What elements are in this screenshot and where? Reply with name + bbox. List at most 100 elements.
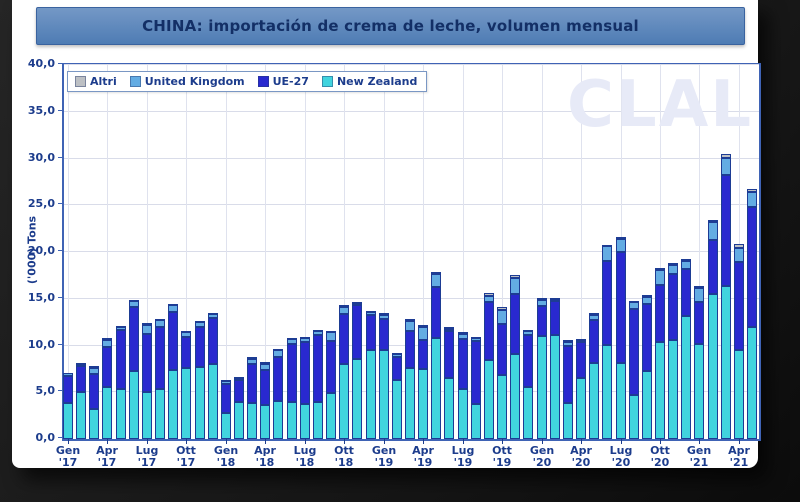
bar-segment-altri <box>116 326 126 328</box>
bar-segment-ue-27 <box>168 312 178 370</box>
legend-item-united-kingdom: United Kingdom <box>129 75 245 88</box>
bar-segment-ue-27 <box>721 175 731 286</box>
bar-segment-united-kingdom <box>734 248 744 262</box>
bar-segment-altri <box>458 332 468 334</box>
bar-segment-ue-27 <box>260 370 270 405</box>
bar-segment-new-zealand <box>694 344 704 439</box>
v-gridline <box>502 65 503 439</box>
legend-item-altri: Altri <box>75 75 117 88</box>
bar-segment-ue-27 <box>366 315 376 350</box>
bar-segment-united-kingdom <box>655 270 665 285</box>
x-axis-tick <box>621 439 622 444</box>
bar-segment-united-kingdom <box>247 359 257 364</box>
bar-segment-new-zealand <box>181 368 191 439</box>
y-axis-label: 20,0 <box>27 244 55 257</box>
x-axis-label: Lug '19 <box>451 444 475 469</box>
bar-segment-united-kingdom <box>629 302 639 309</box>
bar-segment-ue-27 <box>497 324 507 375</box>
bar-segment-altri <box>89 366 99 368</box>
y-axis-label: 40,0 <box>27 57 55 70</box>
y-axis-tick <box>58 157 63 158</box>
bar-segment-altri <box>655 268 665 270</box>
bar-segment-united-kingdom <box>102 340 112 347</box>
bar-segment-new-zealand <box>247 403 257 439</box>
y-axis-tick <box>58 390 63 391</box>
x-axis-tick <box>226 439 227 444</box>
v-gridline <box>423 65 424 439</box>
y-axis-tick <box>58 110 63 111</box>
x-axis-label: Ott '20 <box>650 444 670 469</box>
bar-segment-ue-27 <box>629 309 639 395</box>
legend-swatch-icon <box>75 76 86 87</box>
bar-segment-ue-27 <box>405 331 415 368</box>
v-gridline <box>305 65 306 439</box>
bar-segment-ue-27 <box>300 342 310 404</box>
bar-segment-altri <box>142 323 152 325</box>
x-axis-label: Apr '17 <box>96 444 118 469</box>
v-gridline <box>186 65 187 439</box>
bar-segment-new-zealand <box>155 389 165 439</box>
bar-segment-new-zealand <box>418 369 428 439</box>
legend-item-new-zealand: New Zealand <box>321 75 417 88</box>
x-axis-tick <box>463 439 464 444</box>
bar-segment-united-kingdom <box>168 305 178 312</box>
x-axis-tick <box>186 439 187 444</box>
bar-segment-altri <box>260 362 270 364</box>
y-axis-tick <box>58 437 63 438</box>
bar-segment-ue-27 <box>589 320 599 363</box>
bar-segment-new-zealand <box>668 340 678 439</box>
bar-segment-ue-27 <box>234 380 244 402</box>
bar-segment-ue-27 <box>444 331 454 378</box>
bar-segment-ue-27 <box>195 327 205 367</box>
v-gridline <box>107 65 108 439</box>
y-axis-tick <box>58 63 63 64</box>
bar-segment-new-zealand <box>537 336 547 439</box>
chart-title: CHINA: importación de crema de leche, vo… <box>142 17 639 35</box>
bar-segment-altri <box>668 263 678 265</box>
h-gridline <box>64 111 759 112</box>
bar-segment-altri <box>234 377 244 379</box>
bar-segment-altri <box>550 298 560 300</box>
x-axis-tick <box>305 439 306 444</box>
bar-segment-altri <box>326 331 336 333</box>
bar-segment-altri <box>102 338 112 340</box>
bar-segment-altri <box>352 302 362 304</box>
bar-segment-altri <box>313 330 323 332</box>
bar-segment-altri <box>418 325 428 327</box>
bar-segment-ue-27 <box>602 261 612 345</box>
bar-segment-new-zealand <box>681 316 691 439</box>
v-gridline <box>384 65 385 439</box>
x-axis-tick <box>581 439 582 444</box>
bar-segment-united-kingdom <box>431 274 441 287</box>
bar-segment-ue-27 <box>339 314 349 364</box>
bar-segment-ue-27 <box>142 334 152 392</box>
bar-segment-altri <box>681 259 691 261</box>
bar-segment-ue-27 <box>155 327 165 389</box>
y-axis-label: 10,0 <box>27 338 55 351</box>
bar-segment-altri <box>497 307 507 310</box>
bar-segment-united-kingdom <box>747 192 757 207</box>
bar-segment-new-zealand <box>523 387 533 439</box>
bar-segment-altri <box>129 300 139 302</box>
bar-segment-ue-27 <box>655 285 665 342</box>
h-gridline <box>64 298 759 299</box>
bar-segment-ue-27 <box>694 302 704 344</box>
bar-segment-ue-27 <box>287 344 297 402</box>
x-axis-label: Gen '19 <box>371 444 397 469</box>
bar-segment-new-zealand <box>326 393 336 439</box>
bar-segment-united-kingdom <box>510 278 520 294</box>
bar-segment-united-kingdom <box>681 261 691 269</box>
bar-segment-ue-27 <box>510 294 520 354</box>
bar-segment-ue-27 <box>313 335 323 402</box>
legend-swatch-icon <box>129 76 141 87</box>
bar-segment-united-kingdom <box>405 321 415 331</box>
bar-segment-altri <box>392 353 402 355</box>
y-axis-label: 30,0 <box>27 151 55 164</box>
bar-segment-altri <box>629 301 639 303</box>
bar-segment-new-zealand <box>642 371 652 439</box>
v-gridline <box>463 65 464 439</box>
x-axis-label: Apr '19 <box>412 444 434 469</box>
bar-segment-new-zealand <box>260 405 270 439</box>
legend-label: Altri <box>90 75 117 88</box>
bar-segment-altri <box>747 189 757 192</box>
